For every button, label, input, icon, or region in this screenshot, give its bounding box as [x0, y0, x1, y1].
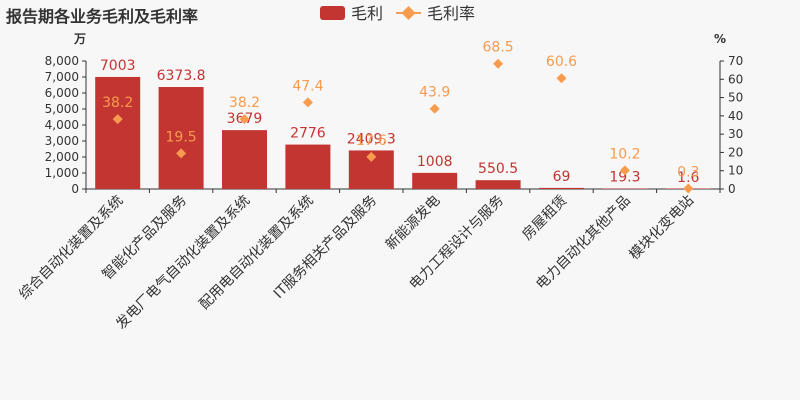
rate-point — [176, 148, 187, 159]
left-axis-tick-label: 2,000 — [45, 150, 79, 164]
right-axis-tick-label: 10 — [728, 164, 743, 178]
rate-point — [619, 165, 630, 176]
right-axis-tick-label: 60 — [728, 72, 743, 86]
rate-value-label: 10.2 — [609, 146, 640, 162]
legend-bar-swatch[interactable] — [320, 6, 345, 20]
rate-value-label: 38.2 — [229, 95, 260, 111]
right-axis-tick-label: 50 — [728, 91, 743, 105]
left-axis-tick-label: 4,000 — [45, 118, 79, 132]
rate-value-label: 17.6 — [356, 133, 387, 149]
rate-point — [112, 114, 123, 125]
rate-value-label: 19.5 — [166, 129, 197, 145]
left-axis-tick-label: 8,000 — [45, 54, 79, 68]
legend[interactable]: 毛利 毛利率 — [320, 4, 475, 23]
bar — [475, 180, 521, 189]
bar-value-label: 6373.8 — [157, 68, 206, 84]
category-label: IT服务相关产品及服务 — [271, 193, 380, 302]
category-label: 发电厂电气自动化装置及系统 — [113, 193, 253, 333]
rate-point — [239, 114, 250, 125]
rate-point — [366, 151, 377, 162]
category-label: 模块化变电站 — [626, 193, 697, 264]
bar-series: 70036373.8367927762409.31008550.56919.31… — [95, 58, 711, 189]
chart-title: 报告期各业务毛利及毛利率 — [6, 7, 199, 26]
right-axis-unit: % — [714, 32, 726, 46]
bar-value-label: 1.6 — [677, 170, 699, 186]
left-axis-tick-label: 6,000 — [45, 86, 79, 100]
category-label: 综合自动化装置及系统 — [16, 193, 126, 303]
rate-point — [683, 183, 694, 194]
rate-point — [556, 73, 567, 84]
bar — [222, 130, 267, 189]
rate-value-label: 0.3 — [677, 164, 699, 180]
bar — [602, 188, 648, 189]
rate-value-label: 38.2 — [102, 95, 133, 111]
legend-diamond-icon[interactable] — [401, 6, 416, 20]
left-axis-unit: 万 — [73, 32, 86, 46]
left-axis-tick-label: 3,000 — [45, 134, 79, 148]
right-axis-tick-label: 0 — [728, 182, 736, 196]
legend-item-gross-profit[interactable]: 毛利 — [351, 4, 383, 23]
category-label: 配用电自动化装置及系统 — [197, 193, 317, 313]
bar-value-label: 2409.3 — [347, 131, 396, 147]
left-axis-tick-label: 0 — [71, 182, 79, 196]
bar-value-label: 550.5 — [478, 161, 518, 177]
category-label: 房屋租赁 — [519, 193, 570, 244]
rate-value-label: 47.4 — [292, 78, 323, 94]
right-axis-tick-label: 20 — [728, 145, 743, 159]
rate-value-label: 68.5 — [483, 40, 514, 56]
bar-value-label: 2776 — [290, 126, 326, 142]
right-axis-tick-label: 70 — [728, 54, 743, 68]
rate-value-label: 43.9 — [419, 85, 450, 101]
bar-value-label: 7003 — [100, 58, 136, 74]
rate-series: 38.2 19.5 38.2 47.4 17.6 43.9 68.5 60.6 10.2 0.3 — [102, 40, 699, 194]
bar-value-label: 1008 — [417, 154, 453, 170]
right-axis-tick-label: 30 — [728, 127, 743, 141]
bar-value-label: 19.3 — [609, 170, 640, 186]
legend-item-gross-margin[interactable]: 毛利率 — [427, 4, 475, 23]
bar — [412, 172, 458, 189]
bar-value-label: 69 — [553, 169, 571, 185]
left-axis-tick-label: 5,000 — [45, 102, 79, 116]
bar — [158, 87, 204, 189]
bar — [285, 144, 331, 189]
category-label: 新能源发电 — [383, 193, 444, 254]
left-axis-tick-label: 7,000 — [45, 70, 79, 84]
bar — [539, 187, 584, 189]
left-axis-tick-label: 1,000 — [45, 166, 79, 180]
category-labels: 综合自动化装置及系统智能化产品及服务发电厂电气自动化装置及系统配用电自动化装置及… — [16, 193, 697, 333]
rate-point — [493, 58, 504, 69]
rate-point — [429, 103, 440, 114]
rate-point — [302, 97, 313, 108]
rate-value-label: 60.6 — [546, 54, 577, 70]
bar — [95, 76, 141, 189]
right-axis-tick-label: 40 — [728, 109, 743, 123]
